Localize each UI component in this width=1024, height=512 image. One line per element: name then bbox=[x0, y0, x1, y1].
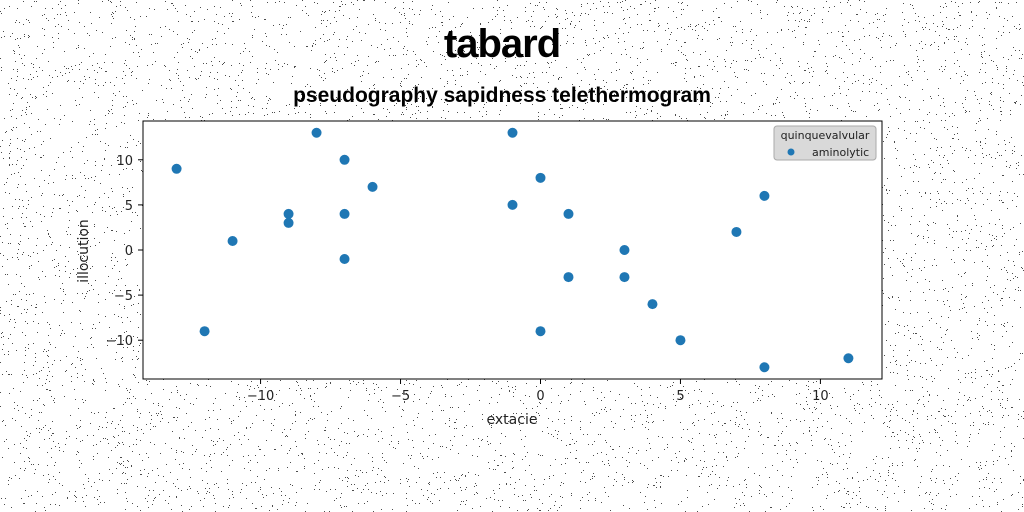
x-axis-ticks: −10 −5 0 5 10 bbox=[247, 379, 829, 404]
data-point bbox=[199, 326, 210, 337]
y-tick-label: 10 bbox=[116, 154, 133, 169]
data-point bbox=[731, 226, 742, 237]
data-point bbox=[563, 272, 574, 283]
data-point bbox=[283, 208, 294, 219]
data-point bbox=[675, 335, 686, 346]
data-points bbox=[171, 127, 854, 373]
data-point bbox=[283, 217, 294, 228]
data-point bbox=[535, 172, 546, 183]
data-point bbox=[843, 353, 854, 364]
y-tick-label: −10 bbox=[106, 334, 133, 349]
data-point bbox=[619, 272, 630, 283]
data-point bbox=[759, 190, 770, 201]
x-tick-label: −5 bbox=[391, 389, 410, 404]
data-point bbox=[507, 199, 518, 210]
data-point bbox=[563, 208, 574, 219]
y-tick-label: 0 bbox=[125, 244, 133, 259]
data-point bbox=[227, 235, 238, 246]
y-axis-ticks: −10 −5 0 5 10 bbox=[106, 154, 143, 349]
data-point bbox=[339, 208, 350, 219]
legend: quinquevalvular aminolytic bbox=[773, 125, 877, 161]
data-point bbox=[535, 326, 546, 337]
y-tick-label: 5 bbox=[125, 199, 133, 214]
x-axis-label: extacie bbox=[487, 412, 538, 428]
data-point bbox=[311, 127, 322, 138]
data-point bbox=[171, 163, 182, 174]
data-point bbox=[339, 154, 350, 165]
chart-title: tabard bbox=[443, 22, 561, 66]
x-tick-label: −10 bbox=[247, 389, 274, 404]
legend-marker bbox=[787, 148, 795, 156]
y-tick-label: −5 bbox=[114, 289, 133, 304]
data-point bbox=[759, 362, 770, 373]
y-axis-label: illocution bbox=[76, 219, 92, 283]
legend-box bbox=[773, 125, 877, 161]
data-point bbox=[507, 127, 518, 138]
x-tick-label: 5 bbox=[676, 389, 684, 404]
plot-area bbox=[142, 120, 883, 380]
data-point bbox=[367, 181, 378, 192]
data-point bbox=[619, 245, 630, 255]
chart-subtitle: pseudography sapidness telethermogram bbox=[293, 84, 711, 107]
legend-title: quinquevalvular bbox=[781, 129, 870, 142]
data-point bbox=[339, 254, 350, 265]
data-point bbox=[647, 299, 658, 310]
x-tick-label: 10 bbox=[812, 389, 829, 404]
x-tick-label: 0 bbox=[536, 389, 544, 404]
legend-entry-label: aminolytic bbox=[812, 146, 869, 159]
